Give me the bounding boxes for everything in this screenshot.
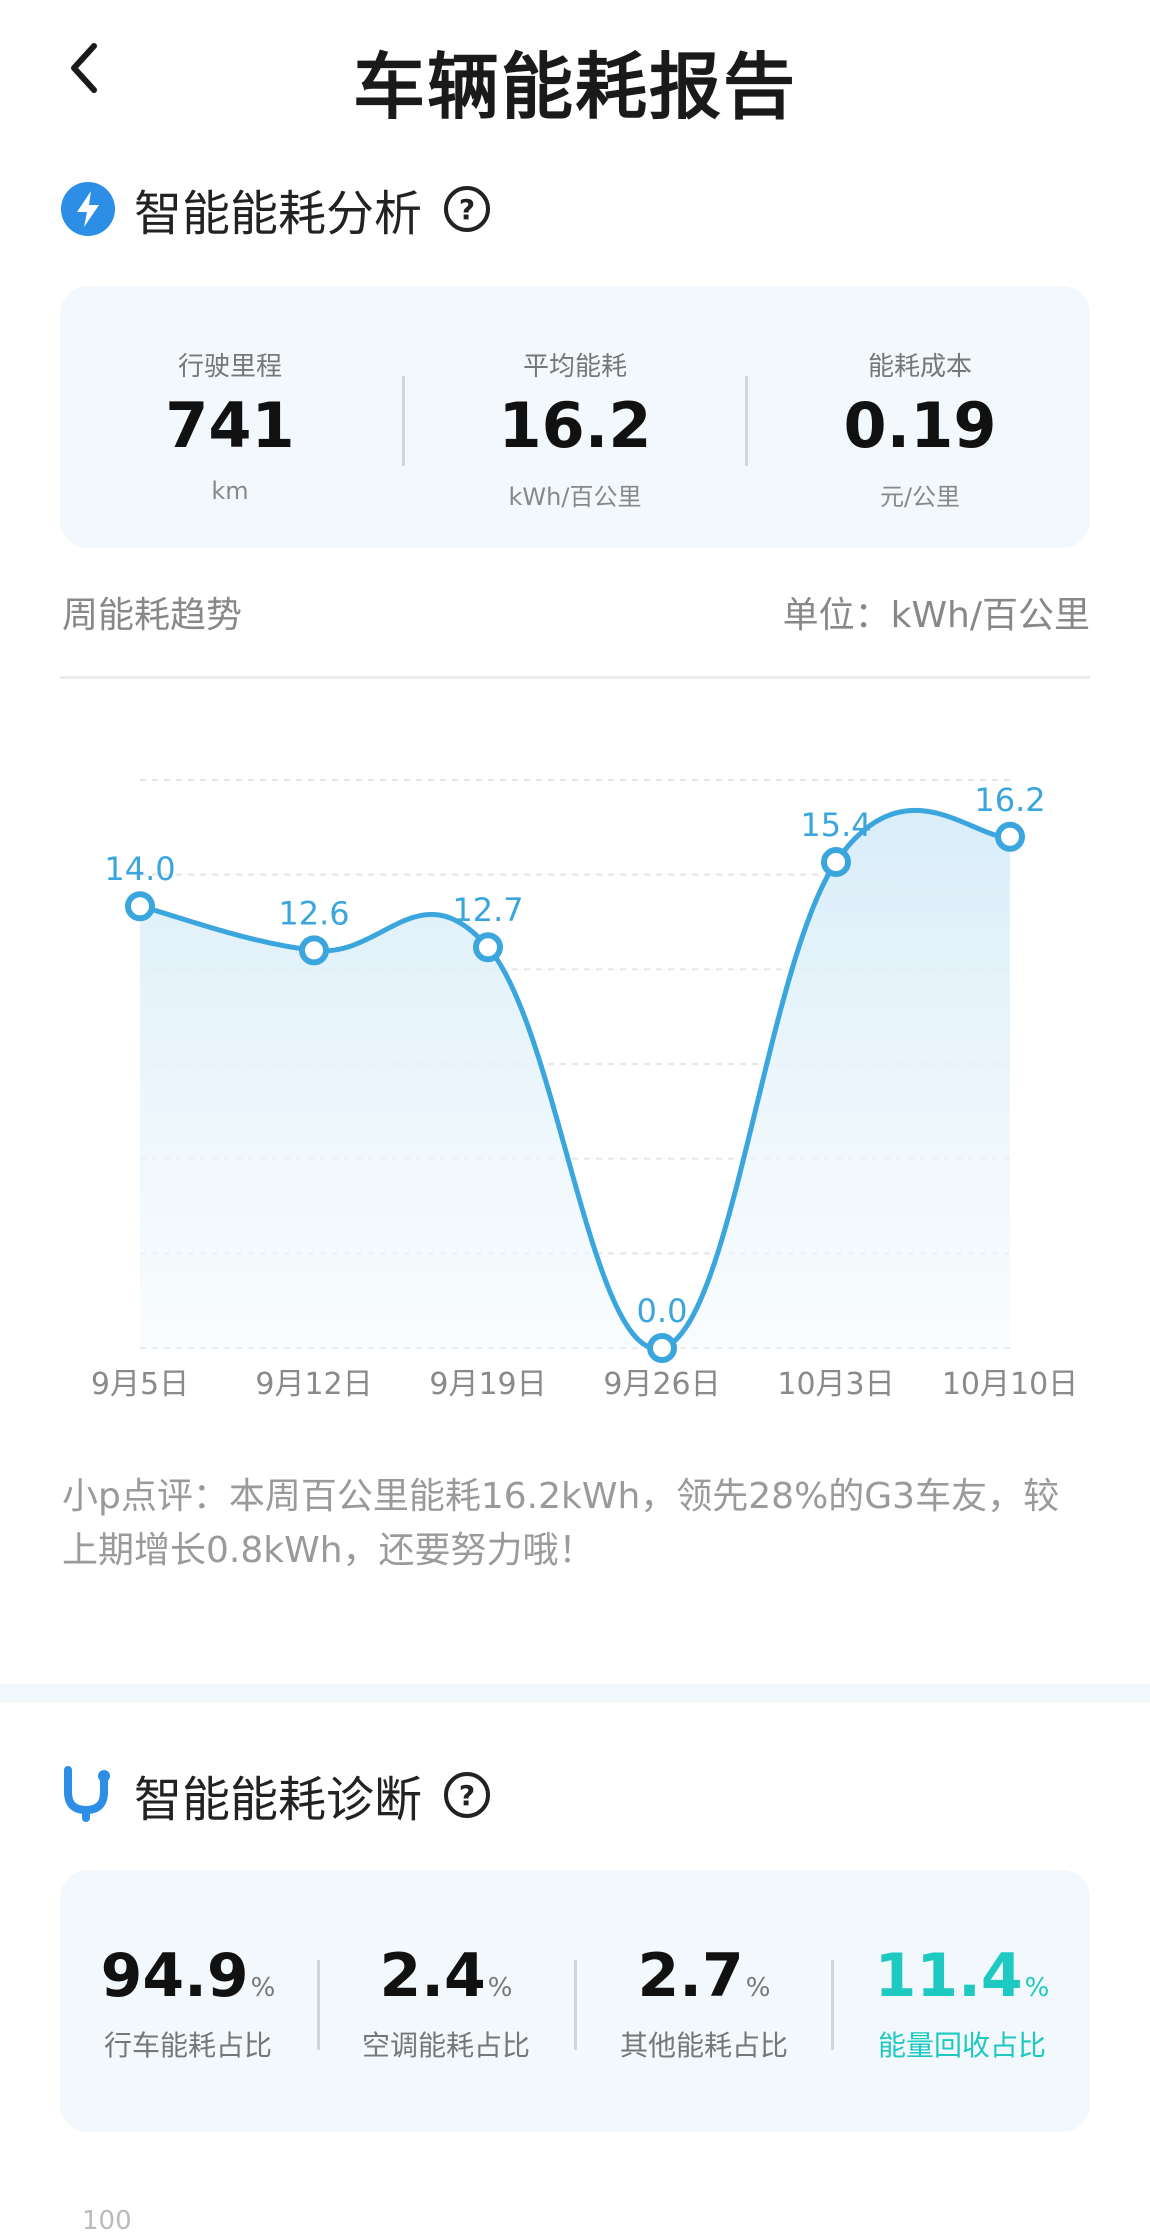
ratio-percent: %	[487, 1973, 513, 2003]
section-separator	[0, 1684, 1150, 1702]
stat-unit: 元/公里	[879, 483, 961, 511]
chart-data-point[interactable]	[821, 847, 851, 878]
divider	[317, 1960, 320, 2050]
ratio-label: 能量回收占比	[877, 2029, 1046, 2062]
stat-unit: kWh/百公里	[508, 483, 642, 511]
chart-data-label: 0.0	[637, 1292, 688, 1330]
chart-data-label: 16.2	[974, 781, 1045, 819]
ratio-other: 2.7% 其他能耗占比	[576, 1946, 832, 2064]
ratio-percent: %	[1024, 1973, 1050, 2003]
divider	[745, 376, 748, 466]
chart-data-label: 14.0	[104, 850, 175, 888]
diagnosis-card: 94.9% 行车能耗占比 2.4% 空调能耗占比 2.7% 其他能耗占比 11.…	[60, 1870, 1090, 2132]
diagnosis-section-header: 智能能耗诊断 ?	[60, 1760, 491, 1830]
chart-x-tick-label: 9月26日	[603, 1367, 720, 1402]
back-button[interactable]	[56, 40, 112, 96]
chart-data-point[interactable]	[647, 1333, 677, 1363]
chart-data-point[interactable]	[299, 935, 329, 966]
trend-title: 周能耗趋势	[62, 595, 243, 636]
divider	[831, 1960, 834, 2050]
diagnosis-section-title: 智能能耗诊断	[134, 1772, 423, 1828]
chart-x-tick-label: 10月3日	[777, 1367, 894, 1402]
stat-avg-consumption: 平均能耗 16.2 kWh/百公里	[450, 346, 700, 512]
ratio-value: 2.7	[637, 1941, 744, 2011]
divider	[574, 1960, 577, 2050]
stat-mileage: 行驶里程 741 km	[105, 346, 355, 505]
stat-value: 0.19	[843, 389, 997, 462]
chart-x-tick-label: 10月10日	[942, 1367, 1078, 1402]
lightning-bolt-icon	[61, 182, 115, 236]
next-chart-axis-tick: 100	[82, 2206, 132, 2236]
stat-value: 741	[165, 389, 295, 462]
ratio-percent: %	[745, 1973, 771, 2003]
stats-card: 行驶里程 741 km 平均能耗 16.2 kWh/百公里 能耗成本 0.19 …	[60, 286, 1090, 548]
analysis-section-title: 智能能耗分析	[134, 186, 423, 242]
stat-label: 平均能耗	[522, 352, 627, 382]
chart-data-point[interactable]	[473, 932, 503, 963]
stat-cost: 能耗成本 0.19 元/公里	[795, 346, 1045, 512]
chart-x-tick-label: 9月5日	[91, 1367, 189, 1402]
stethoscope-icon	[64, 1766, 110, 1822]
analysis-section-header: 智能能耗分析 ?	[60, 174, 491, 244]
stat-label: 能耗成本	[867, 352, 972, 382]
trend-unit: 单位：kWh/百公里	[782, 595, 1090, 636]
chart-data-label: 12.7	[452, 891, 523, 929]
weekly-consumption-chart: 14.0 12.6 12.7 0.0 15.4 16.2 9月5日 9月12日 9月19日 9月…	[91, 779, 1078, 1402]
help-icon[interactable]: ?	[444, 186, 491, 232]
ratio-value: 94.9	[100, 1941, 249, 2011]
ratio-value: 2.4	[379, 1941, 486, 2011]
review-comment: 小p点评：本周百公里能耗16.2kWh，领先28%的G3车友，较上期增长0.8k…	[62, 1476, 1060, 1571]
divider	[60, 676, 1090, 679]
page-title: 车辆能耗报告	[352, 45, 797, 129]
ratio-percent: %	[250, 1973, 276, 2003]
chart-data-label: 12.6	[278, 894, 349, 932]
ratio-label: 其他能耗占比	[619, 2029, 788, 2062]
stat-value: 16.2	[498, 389, 652, 462]
ratio-ac: 2.4% 空调能耗占比	[318, 1946, 574, 2064]
ratio-driving: 94.9% 行车能耗占比	[60, 1946, 316, 2064]
stat-unit: km	[211, 477, 249, 505]
ratio-label: 行车能耗占比	[103, 2029, 272, 2062]
chart-x-tick-label: 9月12日	[255, 1367, 372, 1402]
chart-x-tick-label: 9月19日	[429, 1367, 546, 1402]
help-icon[interactable]: ?	[444, 1772, 491, 1818]
ratio-regeneration: 11.4% 能量回收占比	[834, 1946, 1090, 2064]
stat-label: 行驶里程	[177, 352, 282, 382]
divider	[402, 376, 405, 466]
ratio-value: 11.4	[874, 1941, 1023, 2011]
ratio-label: 空调能耗占比	[361, 2029, 530, 2062]
chevron-left-icon	[71, 43, 97, 93]
chart-area-fill	[140, 810, 1010, 1349]
chart-data-label: 15.4	[800, 806, 871, 844]
chart-data-point[interactable]	[125, 891, 155, 922]
chart-data-point[interactable]	[995, 821, 1025, 852]
